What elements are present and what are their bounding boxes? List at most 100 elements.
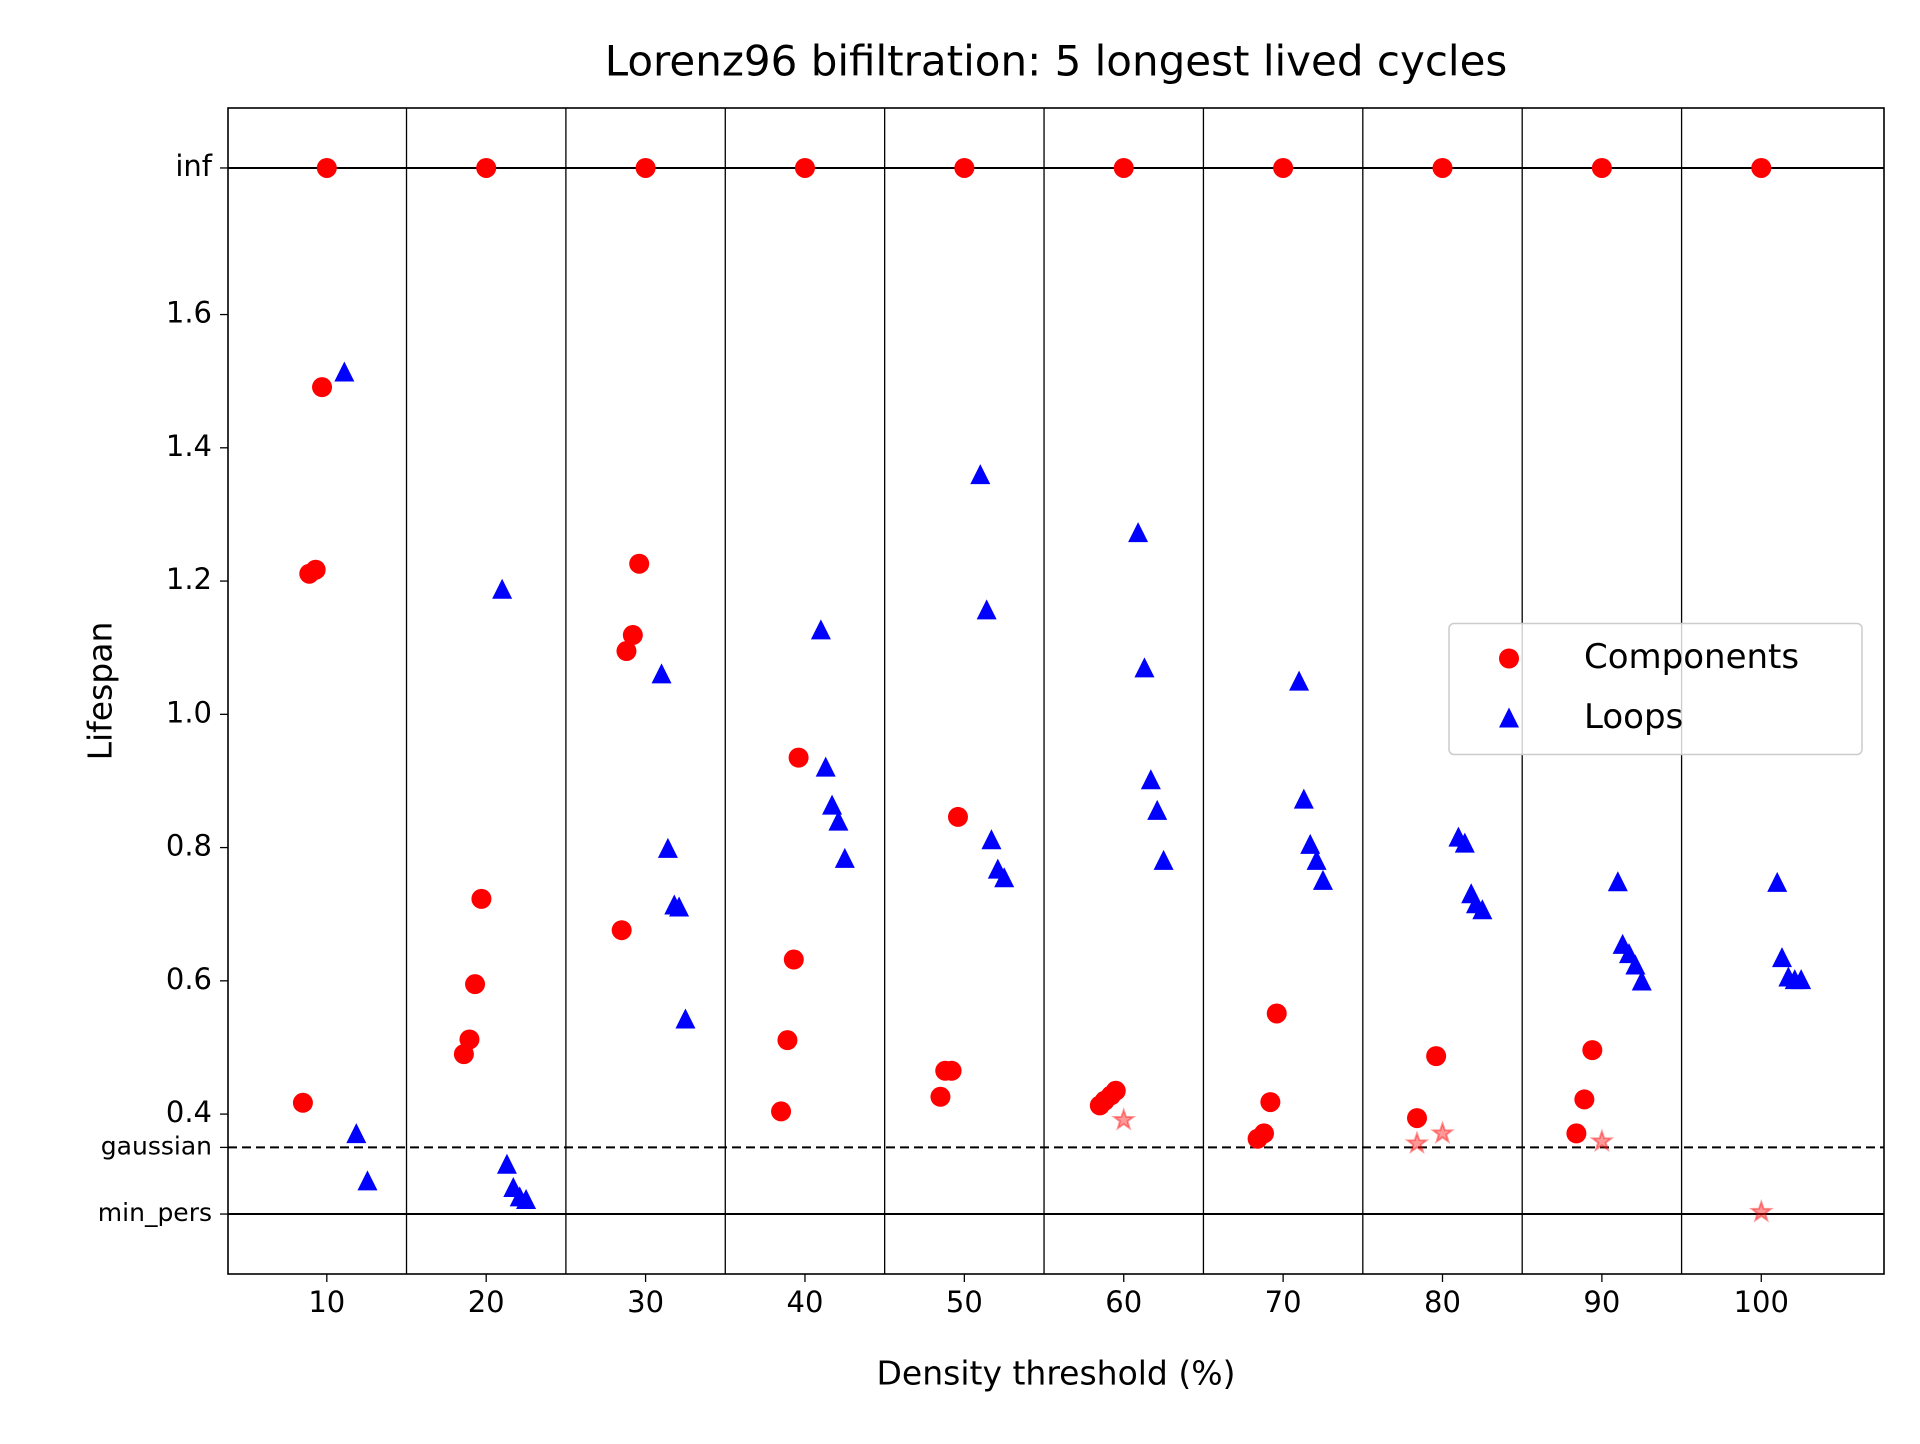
loop-point — [981, 829, 1002, 850]
chart-title: Lorenz96 bifiltration: 5 longest lived c… — [605, 37, 1508, 86]
component-point — [771, 1101, 792, 1122]
loop-point — [834, 847, 855, 868]
y-tick-label: 1.6 — [166, 296, 212, 330]
component-point — [316, 157, 337, 178]
y-tick-label: 0.6 — [166, 962, 212, 996]
component-point — [1574, 1089, 1595, 1110]
component-point — [292, 1092, 313, 1113]
x-tick-label: 80 — [1424, 1285, 1461, 1319]
star-point — [1111, 1107, 1137, 1131]
y-axis-label: Lifespan — [81, 622, 120, 761]
component-point — [935, 1060, 956, 1081]
loop-point — [994, 867, 1015, 888]
star-point — [1748, 1198, 1774, 1223]
y-tick-label: min_pers — [98, 1198, 212, 1227]
loop-point — [1472, 899, 1493, 920]
x-tick-label: 60 — [1105, 1285, 1142, 1319]
loop-point — [346, 1123, 367, 1144]
component-point — [1089, 1095, 1110, 1116]
loop-point — [828, 810, 849, 831]
star-point — [1404, 1130, 1430, 1154]
loop-point — [357, 1170, 378, 1191]
loop-point — [976, 599, 997, 620]
loop-point — [492, 578, 513, 599]
loop-point — [970, 464, 991, 485]
loop-point — [1607, 871, 1628, 892]
component-point — [465, 974, 486, 995]
loop-point — [1140, 769, 1161, 790]
x-tick-label: 100 — [1734, 1285, 1789, 1319]
x-tick-label: 90 — [1583, 1285, 1620, 1319]
component-point — [1273, 157, 1294, 178]
component-point — [1407, 1108, 1428, 1129]
loop-point — [1454, 832, 1475, 853]
loop-point — [334, 361, 355, 382]
x-tick-label: 40 — [787, 1285, 824, 1319]
y-tick-label: 1.4 — [166, 429, 212, 463]
x-tick-label: 50 — [946, 1285, 983, 1319]
loop-point — [1791, 969, 1812, 990]
legend-box — [1448, 622, 1863, 756]
y-tick-label: inf — [175, 149, 212, 183]
component-point — [453, 1044, 474, 1065]
loop-point — [1293, 788, 1314, 809]
component-point — [1260, 1092, 1281, 1113]
loop-point — [810, 619, 831, 640]
component-point — [1566, 1123, 1587, 1144]
x-tick-label: 30 — [627, 1285, 664, 1319]
component-point — [1247, 1128, 1268, 1149]
x-axis-label: Density threshold (%) — [877, 1354, 1236, 1393]
component-point — [1432, 157, 1453, 178]
component-point — [305, 559, 326, 580]
loop-point — [1306, 849, 1327, 870]
loop-point — [657, 837, 678, 858]
component-point — [1426, 1046, 1447, 1067]
component-point — [471, 888, 492, 909]
component-point — [794, 157, 815, 178]
y-tick-label: 0.4 — [166, 1095, 212, 1129]
loop-point — [516, 1189, 537, 1210]
component-point — [616, 641, 637, 662]
plot-frame — [227, 107, 1885, 1275]
component-point — [629, 553, 650, 574]
component-point — [777, 1030, 798, 1051]
loop-point — [1300, 833, 1321, 854]
loop-point — [1153, 849, 1174, 870]
loop-point — [815, 756, 836, 777]
loop-point — [1147, 799, 1168, 820]
component-point — [1266, 1003, 1287, 1024]
component-point — [611, 920, 632, 941]
y-tick-label: 0.8 — [166, 829, 212, 863]
loop-point — [675, 1008, 696, 1029]
component-point — [635, 157, 656, 178]
loop-point — [1128, 522, 1149, 543]
component-point — [1113, 157, 1134, 178]
component-point — [312, 377, 333, 398]
component-point — [788, 747, 809, 768]
component-point — [954, 157, 975, 178]
component-point — [1751, 157, 1772, 178]
loop-point — [669, 896, 690, 917]
legend-label: Components — [1584, 637, 1799, 677]
legend-label: Loops — [1584, 697, 1683, 737]
component-point — [476, 157, 497, 178]
y-tick-label: 1.2 — [166, 562, 212, 596]
loop-point — [651, 663, 672, 684]
component-point — [930, 1086, 951, 1107]
component-point — [947, 806, 968, 827]
loop-point — [1134, 657, 1155, 678]
component-point — [783, 949, 804, 970]
legend-marker — [1499, 648, 1519, 669]
x-tick-label: 20 — [468, 1285, 505, 1319]
x-tick-label: 10 — [308, 1285, 345, 1319]
star-point — [1430, 1120, 1455, 1144]
loop-point — [1289, 670, 1310, 691]
y-tick-label: gaussian — [101, 1131, 212, 1160]
legend-marker — [1499, 707, 1519, 728]
loop-point — [1767, 871, 1788, 892]
loop-point — [496, 1153, 517, 1174]
star-point — [1589, 1128, 1615, 1152]
loop-point — [822, 794, 843, 815]
x-tick-label: 70 — [1265, 1285, 1302, 1319]
